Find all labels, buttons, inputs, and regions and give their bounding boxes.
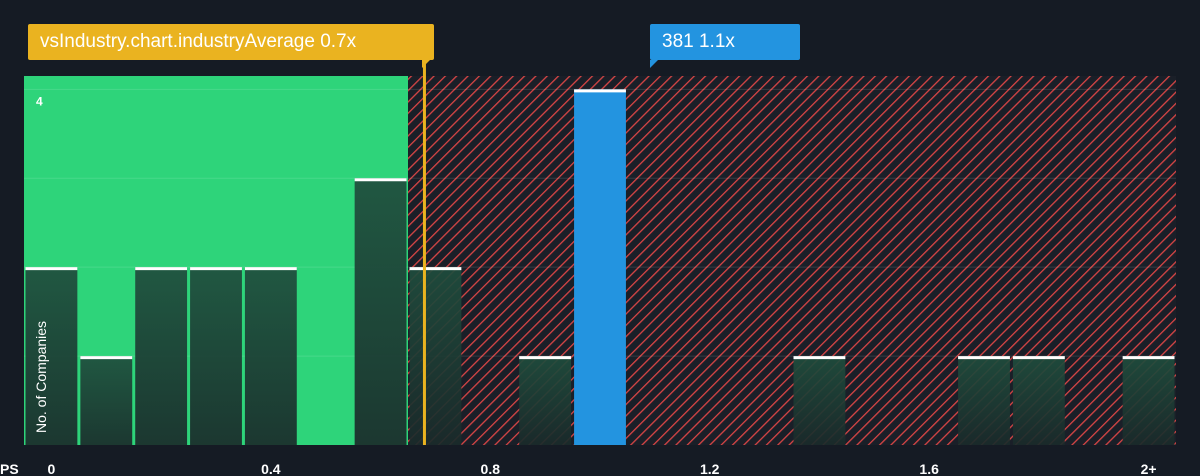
x-tick-label: 2+ — [1141, 461, 1157, 476]
histogram-bar — [80, 356, 133, 445]
x-axis-label: PS — [0, 461, 19, 476]
company-callout: 381 1.1x — [650, 24, 800, 68]
histogram-bar — [793, 356, 846, 445]
y-axis-label: No. of Companies — [33, 321, 49, 433]
x-tick-label: 0.4 — [261, 461, 281, 476]
x-tick-label: 1.2 — [700, 461, 720, 476]
company-label: 381 1.1x — [662, 31, 735, 52]
x-tick-label: 0.8 — [481, 461, 501, 476]
histogram-bar — [1012, 356, 1065, 445]
histogram-bar — [958, 356, 1010, 445]
histogram-bar — [519, 356, 572, 445]
histogram-bar — [135, 267, 188, 445]
y-tick-label: 4 — [36, 94, 43, 108]
y-tick-labels: 4 — [36, 94, 43, 108]
histogram-bar — [409, 267, 462, 445]
histogram-bars — [25, 89, 1175, 446]
industry-average-label: vsIndustry.chart.industryAverage 0.7x — [40, 31, 357, 52]
histogram-bar — [244, 267, 297, 445]
histogram-bar — [354, 178, 407, 446]
x-tick-label: 1.6 — [919, 461, 939, 476]
industry-average-callout: vsIndustry.chart.industryAverage 0.7x — [28, 24, 434, 68]
histogram-bar — [190, 267, 242, 445]
x-tick-label: 0 — [48, 461, 56, 476]
axis-labels: PS No. of Companies — [0, 321, 49, 476]
company-bar — [574, 89, 626, 446]
histogram-bar — [25, 267, 78, 445]
histogram-bar — [1122, 356, 1175, 445]
x-tick-labels: 0 0.4 0.8 1.2 1.6 2+ — [48, 461, 1157, 476]
